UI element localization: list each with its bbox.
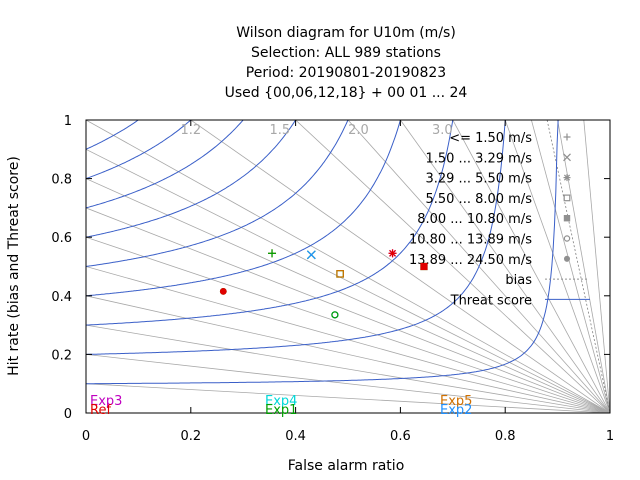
bias-ray bbox=[190, 120, 610, 413]
experiment-label: Exp2 bbox=[440, 403, 472, 418]
marker-stroke bbox=[563, 153, 571, 162]
bias-ray bbox=[86, 354, 610, 413]
bias-dotted-line bbox=[546, 120, 610, 413]
marker-shape bbox=[563, 194, 571, 202]
bias-ray bbox=[583, 120, 610, 413]
y-tick-label: 1 bbox=[64, 114, 72, 129]
x-axis-label: False alarm ratio bbox=[288, 458, 405, 474]
bias-ray bbox=[86, 295, 610, 413]
marker-open-square bbox=[336, 270, 344, 278]
experiment-label: Exp5 bbox=[440, 394, 472, 409]
threat-score-curve bbox=[86, 120, 401, 297]
chart-title: Wilson diagram for U10m (m/s) Selection: … bbox=[225, 25, 468, 101]
marker-cross bbox=[563, 153, 571, 162]
y-tick-label: 0 bbox=[64, 407, 72, 422]
marker-open-square bbox=[563, 194, 571, 202]
threat-score-curve bbox=[86, 120, 454, 326]
threat-score-curve bbox=[86, 120, 506, 355]
experiment-label: Exp3 bbox=[90, 394, 122, 409]
title-line: Selection: ALL 989 stations bbox=[251, 45, 441, 61]
experiment-label: Ref bbox=[90, 403, 111, 418]
x-tick-label: 0.6 bbox=[390, 429, 411, 444]
legend: <= 1.50 m/s 1.50 ... 3.29 m/s 3.29 ... 5.5… bbox=[409, 131, 590, 308]
marker-plus bbox=[563, 133, 571, 141]
marker-stroke bbox=[563, 174, 571, 181]
bias-ray bbox=[557, 120, 610, 413]
title-line: Period: 20190801-20190823 bbox=[246, 65, 446, 81]
threat-score-curve bbox=[86, 120, 297, 238]
plot-frame bbox=[85, 119, 611, 414]
bias-ray bbox=[86, 383, 610, 413]
marker-open-circle bbox=[563, 235, 571, 242]
marker-shape bbox=[331, 311, 339, 319]
data-points bbox=[219, 249, 428, 319]
y-tick-label: 0.6 bbox=[51, 231, 72, 246]
marker-shape bbox=[563, 255, 571, 262]
x-tick-label: 0.2 bbox=[180, 429, 201, 444]
x-tick-label: 0.4 bbox=[285, 429, 306, 444]
marker-filled-square bbox=[563, 214, 571, 222]
legend-label: 1.50 ... 3.29 m/s bbox=[425, 151, 532, 166]
marker-cross bbox=[306, 250, 316, 260]
bias-ray bbox=[86, 236, 610, 413]
threat-score-curve bbox=[86, 120, 192, 180]
legend-label: 3.29 ... 5.50 m/s bbox=[425, 172, 532, 187]
threat-score-curve bbox=[86, 120, 559, 385]
y-tick-label: 0.4 bbox=[51, 290, 72, 305]
legend-label: 5.50 ... 8.00 m/s bbox=[425, 192, 532, 207]
legend-label: <= 1.50 m/s bbox=[449, 131, 532, 146]
bias-ray bbox=[531, 120, 610, 413]
y-tick-label: 0.2 bbox=[51, 348, 72, 363]
x-tick-label: 0.8 bbox=[495, 429, 516, 444]
y-axis-label: Hit rate (bias and Threat score) bbox=[6, 156, 22, 376]
marker-star bbox=[388, 249, 397, 258]
legend-label: 10.80 ... 13.89 m/s bbox=[409, 233, 532, 248]
x-tick-label: 0 bbox=[82, 429, 90, 444]
marker-filled-circle bbox=[219, 288, 227, 295]
experiment-label: Exp1 bbox=[265, 403, 297, 418]
marker-filled-square bbox=[420, 262, 428, 271]
threat-score-curve bbox=[86, 120, 140, 150]
marker-stroke bbox=[306, 250, 316, 260]
bias-ray bbox=[86, 207, 610, 413]
threat-score-curve bbox=[86, 120, 244, 209]
bias-ray bbox=[295, 120, 610, 413]
x-tick-label: 1 bbox=[606, 429, 614, 444]
bias-label: 1.5 bbox=[270, 123, 291, 138]
marker-plus bbox=[268, 249, 277, 258]
legend-label: Threat score bbox=[450, 293, 532, 308]
legend-label: 8.00 ... 10.80 m/s bbox=[417, 212, 532, 227]
legend-label: bias bbox=[505, 273, 532, 288]
bias-label: 1.2 bbox=[180, 123, 201, 138]
marker-star bbox=[563, 174, 571, 182]
experiment-label: Exp4 bbox=[265, 394, 297, 409]
bias-label: 2.0 bbox=[348, 123, 369, 138]
title-line: Used {00,06,12,18} + 00 01 ... 24 bbox=[225, 85, 468, 101]
bias-ray bbox=[86, 178, 610, 413]
bias-ray bbox=[86, 148, 610, 413]
marker-shape bbox=[563, 235, 571, 242]
bias-ray bbox=[452, 120, 610, 413]
title-line: Wilson diagram for U10m (m/s) bbox=[236, 25, 456, 41]
marker-shape bbox=[420, 262, 428, 271]
marker-filled-circle bbox=[563, 255, 571, 262]
plot-area: 1.2 1.5 2.0 3.0 bbox=[86, 120, 610, 413]
bias-ray bbox=[504, 120, 610, 413]
threat-score-curve bbox=[86, 120, 349, 267]
marker-shape bbox=[563, 214, 571, 222]
bias-ray bbox=[86, 120, 610, 413]
legend-label: 13.89 ... 24.50 m/s bbox=[409, 253, 532, 268]
axes: 0 0.2 0.4 0.6 0.8 1 0 0.2 0.4 0.6 0.8 1 bbox=[51, 114, 614, 444]
marker-shape bbox=[336, 270, 344, 278]
marker-stroke bbox=[389, 249, 396, 257]
y-tick-label: 0.8 bbox=[51, 173, 72, 188]
marker-shape bbox=[219, 288, 227, 295]
bias-label: 3.0 bbox=[432, 123, 453, 138]
marker-open-circle bbox=[331, 311, 339, 319]
bias-ray bbox=[400, 120, 610, 413]
bias-ray bbox=[86, 324, 610, 413]
plot-clipped bbox=[86, 120, 610, 413]
